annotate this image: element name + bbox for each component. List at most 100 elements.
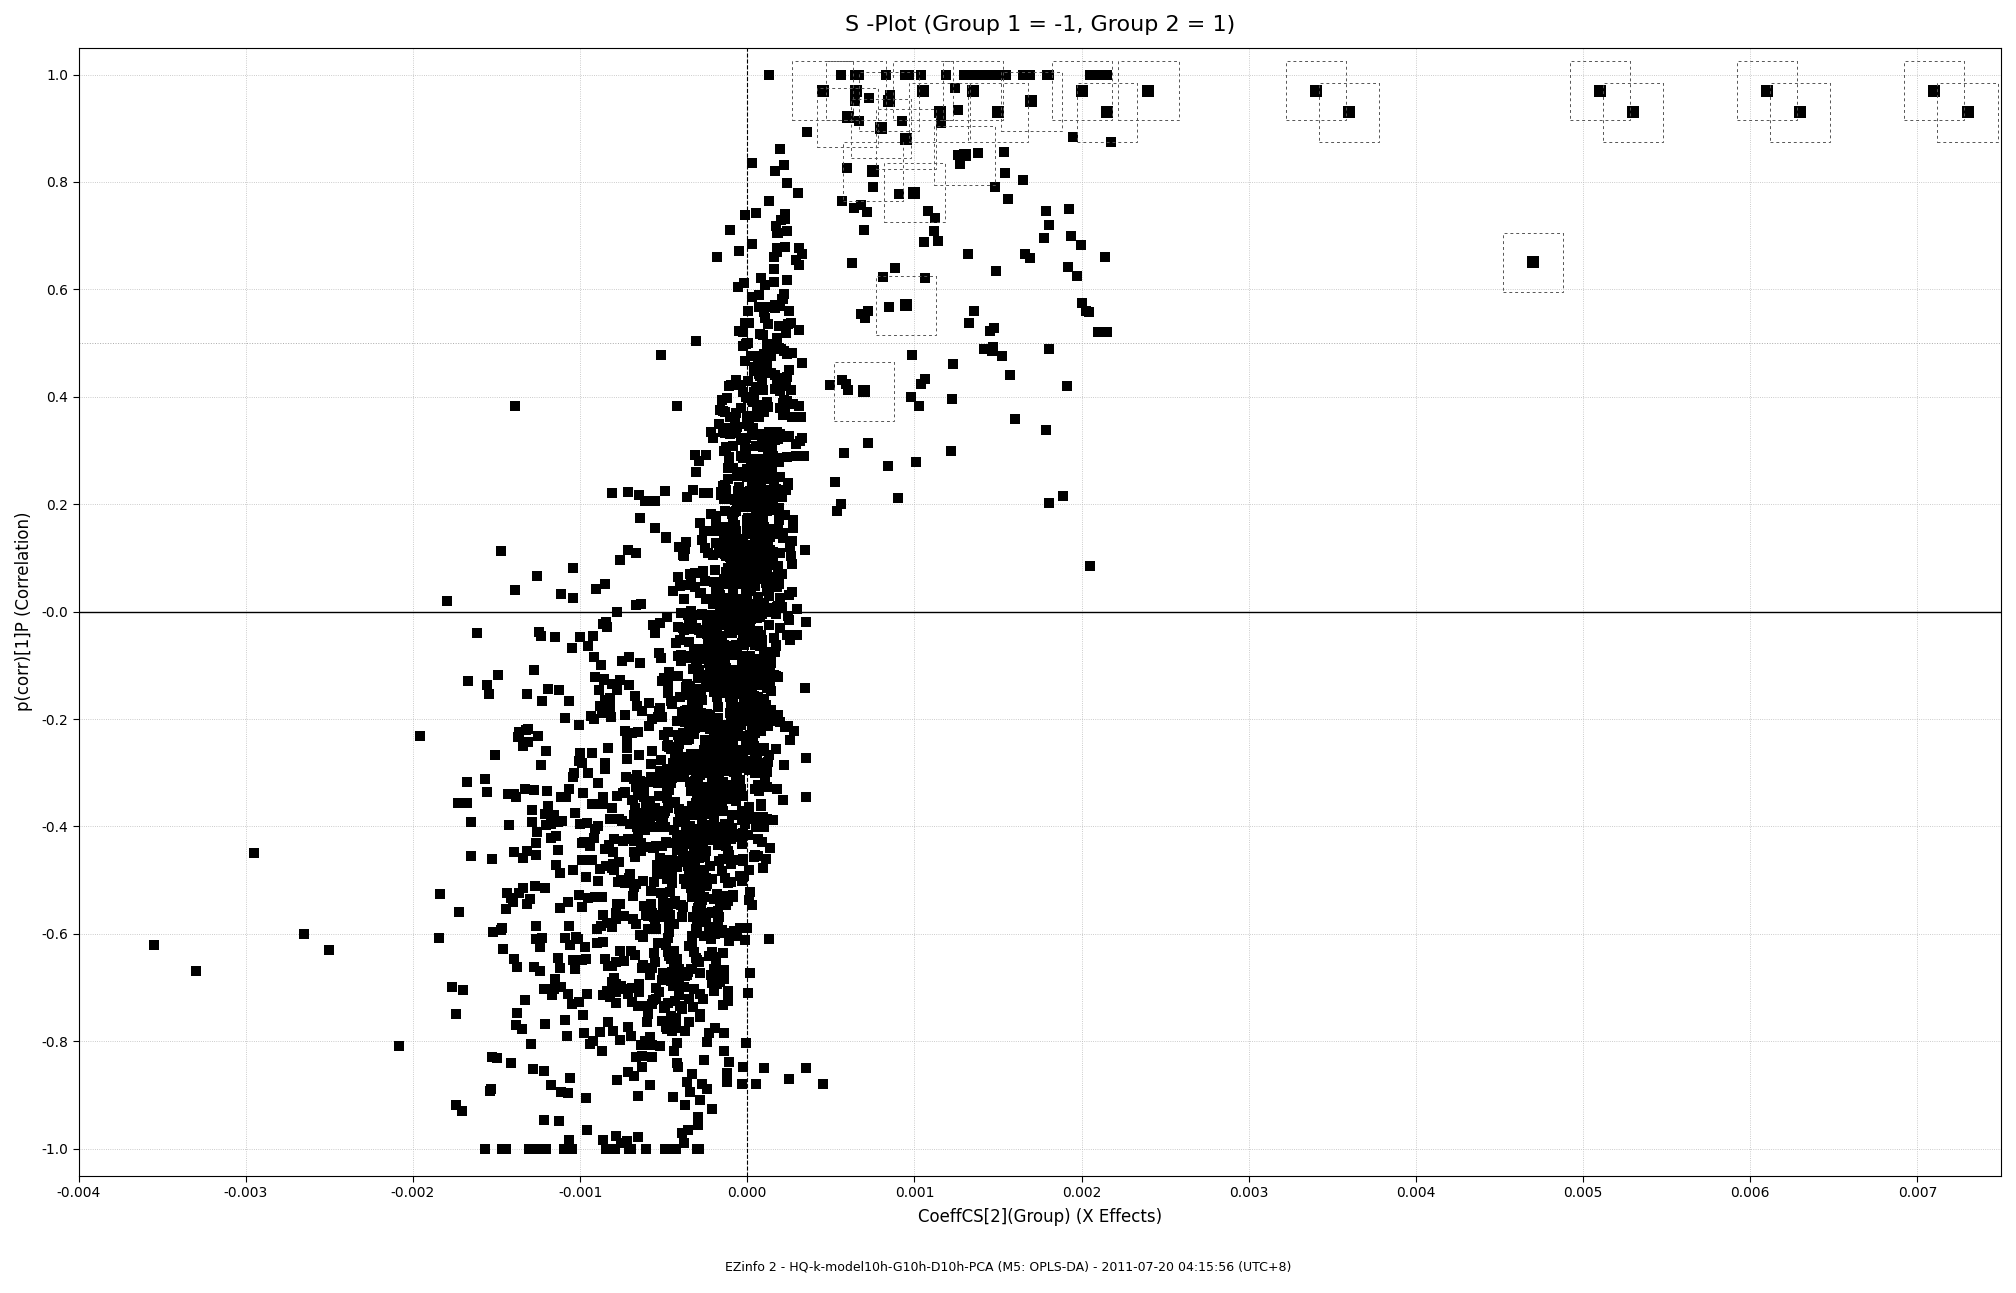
Point (736, 490, 768, 511)
Point (698, 782, 730, 803)
Point (740, 707, 772, 728)
Point (667, 897, 700, 918)
Point (702, 578, 734, 599)
Point (849, 220, 881, 240)
Point (530, 741, 562, 762)
Point (736, 287, 768, 308)
Point (740, 747, 772, 768)
Point (679, 765, 712, 786)
Point (728, 635, 760, 656)
Point (742, 297, 774, 318)
Point (635, 754, 667, 775)
Point (609, 979, 641, 999)
Point (764, 138, 796, 159)
Point (774, 359, 806, 380)
Point (732, 918, 764, 939)
Point (1034, 215, 1066, 235)
Point (750, 497, 782, 517)
Point (603, 851, 635, 871)
Point (744, 741, 776, 762)
Point (571, 812, 603, 833)
Point (605, 650, 637, 671)
Point (780, 445, 812, 465)
Point (708, 714, 740, 734)
Point (556, 767, 589, 787)
Point (645, 671, 677, 692)
Point (641, 864, 673, 884)
Point (681, 759, 714, 780)
Point (587, 1041, 619, 1062)
Point (710, 675, 742, 696)
Point (774, 546, 806, 566)
Point (726, 397, 758, 418)
Point (673, 632, 706, 653)
Point (683, 659, 716, 680)
Point (442, 793, 474, 813)
Point (655, 759, 687, 780)
Point (696, 781, 728, 802)
Point (724, 825, 756, 846)
Point (694, 821, 726, 842)
Point (452, 771, 484, 791)
Point (623, 507, 655, 528)
Point (452, 793, 484, 813)
Point (698, 715, 730, 736)
Point (653, 780, 685, 800)
Point (748, 1058, 780, 1078)
Point (673, 715, 706, 736)
Point (724, 745, 756, 765)
Point (698, 888, 730, 909)
Point (542, 812, 575, 833)
Point (726, 497, 758, 517)
Point (732, 632, 764, 653)
Point (675, 958, 708, 979)
Point (700, 765, 732, 786)
Point (738, 472, 770, 493)
Point (720, 500, 752, 521)
Point (718, 661, 750, 681)
Point (736, 153, 768, 173)
Point (655, 940, 687, 961)
Point (718, 572, 750, 592)
Bar (943, 61, 1004, 120)
Point (732, 518, 764, 539)
Point (490, 899, 522, 919)
Point (718, 586, 750, 606)
Point (708, 772, 740, 793)
Point (659, 1010, 691, 1031)
Point (980, 261, 1012, 282)
Point (768, 203, 800, 224)
Point (1000, 409, 1032, 429)
Point (673, 816, 706, 837)
Point (724, 740, 756, 760)
Point (704, 400, 736, 420)
Point (599, 1138, 631, 1159)
Point (637, 989, 669, 1010)
Point (726, 592, 758, 613)
Point (732, 825, 764, 846)
Point (744, 696, 776, 716)
Point (659, 891, 691, 912)
Point (685, 703, 718, 724)
Point (548, 707, 581, 728)
Point (1133, 80, 1165, 101)
Point (536, 984, 569, 1005)
Point (694, 605, 726, 626)
Point (673, 681, 706, 702)
Point (710, 649, 742, 670)
Point (403, 725, 435, 746)
Point (738, 529, 770, 550)
Point (750, 707, 782, 728)
Point (742, 537, 774, 557)
Point (742, 550, 774, 570)
Point (528, 1014, 560, 1034)
Point (687, 886, 720, 906)
Point (712, 599, 744, 619)
Point (710, 534, 742, 555)
Point (681, 656, 714, 676)
Point (748, 566, 780, 587)
Point (1032, 339, 1064, 359)
Point (1066, 292, 1099, 313)
Point (694, 919, 726, 940)
Point (841, 80, 873, 101)
